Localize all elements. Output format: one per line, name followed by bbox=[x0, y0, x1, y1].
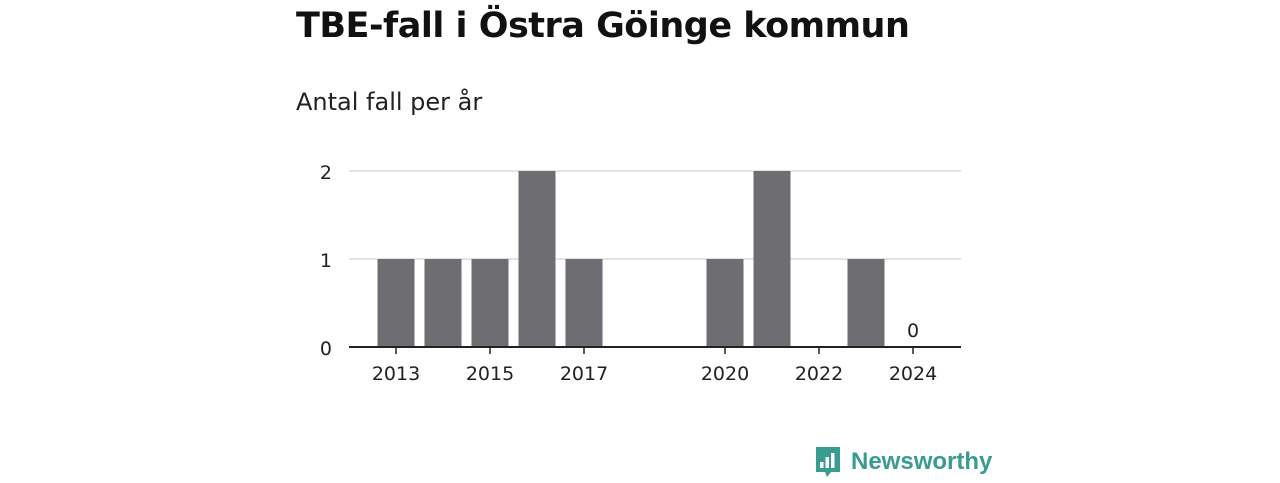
bar bbox=[847, 259, 885, 347]
bar bbox=[565, 259, 603, 347]
gridlines bbox=[349, 170, 961, 260]
axes bbox=[349, 346, 961, 354]
bar bbox=[706, 259, 744, 347]
x-tick-label: 2024 bbox=[889, 363, 937, 385]
brand-name: Newsworthy bbox=[851, 448, 993, 475]
newsworthy-brand: Newsworthy bbox=[814, 444, 992, 480]
y-tick-label: 0 bbox=[320, 338, 332, 360]
chart-title: TBE-fall i Östra Göinge kommun bbox=[296, 6, 910, 46]
x-tick-label: 2020 bbox=[701, 363, 749, 385]
bar bbox=[471, 259, 509, 347]
bar bbox=[753, 171, 791, 347]
labels: 0 1 2 2013 2015 2017 2020 2022 2024 0 bbox=[320, 162, 937, 385]
x-tick-label: 2013 bbox=[372, 363, 420, 385]
y-tick-label: 1 bbox=[320, 250, 332, 272]
bars bbox=[377, 171, 885, 347]
x-tick-label: 2017 bbox=[560, 363, 608, 385]
bar-chart-speech-bubble-icon bbox=[814, 445, 842, 479]
data-label: 0 bbox=[907, 320, 919, 342]
x-tick-label: 2015 bbox=[466, 363, 514, 385]
y-tick-label: 2 bbox=[320, 162, 332, 184]
bar bbox=[377, 259, 415, 347]
bar bbox=[518, 171, 556, 347]
chart-subtitle: Antal fall per år bbox=[296, 88, 483, 116]
x-tick-label: 2022 bbox=[795, 363, 843, 385]
bar bbox=[424, 259, 462, 347]
